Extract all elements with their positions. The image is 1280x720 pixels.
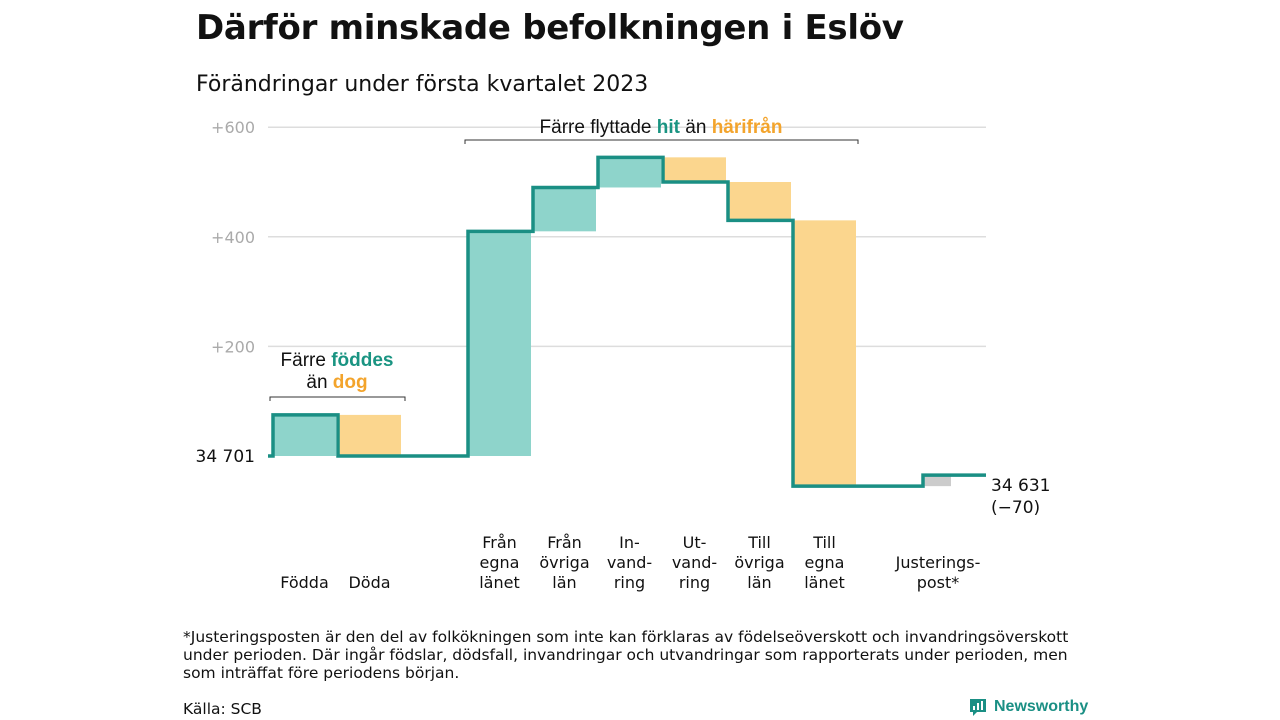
y-tick-label: +600 [211,118,255,137]
bar [793,220,856,487]
category-label: Från övriga län [539,533,589,592]
waterfall-chart: +200 +400 +600 34 701 34 631(−70) Födda Döda Fr… [196,117,1051,592]
chart-subtitle: Förändringar under första kvartalet 2023 [196,72,649,97]
category-label: In-vand-ring [607,533,652,592]
chart-title: Därför minskade befolkningen i Eslöv [196,8,904,48]
migration-bracket [464,139,859,144]
category-label: Till egna länet [804,533,845,592]
category-label: Födda [280,573,329,592]
end-change-label: (−70) [991,498,1040,518]
births-annotation-line2: än dog [306,372,367,393]
bar [663,157,726,182]
footnote: *Justeringsposten är den del av folkökni… [183,628,1069,682]
bar [468,231,531,456]
bar [338,414,401,456]
category-label: Döda [348,573,390,592]
newsworthy-logo: Newsworthy [968,696,1088,718]
category-label: Justerings-post* [895,553,981,592]
births-bracket [269,396,406,401]
start-value-label: 34 701 [196,447,255,467]
y-tick-label: +400 [211,228,255,247]
category-label: Ut-vand-ring [672,533,717,592]
source-label: Källa: SCB [183,700,262,718]
migration-annotation: Färre flyttade hit än härifrån [540,117,783,138]
category-label: Till övriga län [734,533,784,592]
newsworthy-bar-chart-icon [970,699,986,716]
births-annotation-line1: Färre föddes [281,350,394,371]
category-label: Från egna länet [479,533,520,592]
y-tick-label: +200 [211,337,255,356]
brand-name: Newsworthy [994,698,1089,715]
end-value-label: 34 631 [991,476,1050,496]
bar [598,157,661,188]
bar [728,182,791,221]
bar [533,187,596,232]
bar [923,475,951,487]
bar [273,414,336,456]
step-line [268,155,986,488]
